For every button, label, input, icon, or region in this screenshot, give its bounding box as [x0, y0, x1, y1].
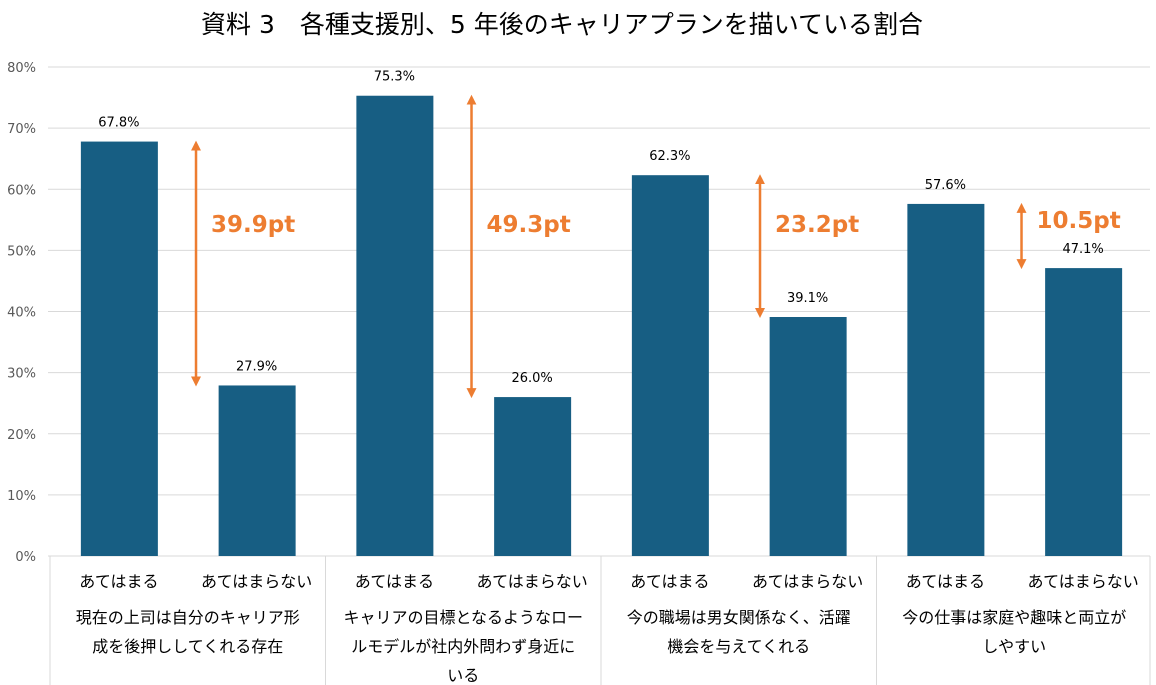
group-label: 今の仕事は家庭や趣味と両立が — [902, 608, 1126, 627]
group-label: いる — [447, 666, 479, 685]
group-label: 今の職場は男女関係なく、活躍 — [627, 608, 851, 627]
y-tick-label: 0% — [15, 550, 36, 565]
category-label: あてはまらない — [476, 572, 587, 591]
data-label: 26.0% — [511, 371, 552, 386]
y-tick-label: 70% — [7, 122, 36, 137]
bar — [80, 141, 158, 556]
difference-label: 10.5pt — [1037, 208, 1121, 234]
group-label: キャリアの目標となるようなロー — [343, 608, 583, 627]
bar — [356, 95, 434, 556]
group-label: しやすい — [982, 637, 1046, 656]
bar — [631, 175, 709, 556]
group-label: 現在の上司は自分のキャリア形 — [76, 608, 300, 627]
bar — [494, 397, 572, 556]
category-label: あてはまる — [355, 572, 434, 591]
bar — [1045, 268, 1123, 556]
bar — [218, 385, 296, 556]
category-label: あてはまる — [630, 572, 709, 591]
data-label: 39.1% — [787, 291, 828, 306]
difference-label: 39.9pt — [211, 212, 295, 238]
data-label: 67.8% — [98, 116, 139, 131]
chart-title: 資料 3 各種支援別、5 年後のキャリアプランを描いている割合 — [201, 10, 923, 39]
y-tick-label: 80% — [7, 61, 36, 76]
y-tick-label: 10% — [7, 489, 36, 504]
difference-label: 49.3pt — [487, 212, 571, 238]
category-label: あてはまる — [79, 572, 158, 591]
group-label: 成を後押ししてくれる存在 — [92, 637, 283, 656]
difference-label: 23.2pt — [775, 212, 859, 238]
y-tick-label: 40% — [7, 306, 36, 321]
category-label: あてはまらない — [752, 572, 863, 591]
group-label: 機会を与えてくれる — [667, 637, 810, 656]
data-label: 47.1% — [1062, 242, 1103, 257]
y-tick-label: 50% — [7, 244, 36, 259]
category-label: あてはまらない — [201, 572, 312, 591]
data-label: 62.3% — [649, 149, 690, 164]
data-label: 75.3% — [374, 70, 415, 85]
category-label: あてはまらない — [1027, 572, 1138, 591]
category-label: あてはまる — [906, 572, 985, 591]
bar — [907, 203, 985, 557]
data-label: 57.6% — [925, 178, 966, 193]
y-tick-label: 30% — [7, 367, 36, 382]
y-tick-label: 20% — [7, 428, 36, 443]
y-tick-label: 60% — [7, 183, 36, 198]
data-label: 27.9% — [236, 359, 277, 374]
bar — [769, 317, 847, 556]
group-label: ルモデルが社内外問わず身近に — [351, 637, 575, 656]
